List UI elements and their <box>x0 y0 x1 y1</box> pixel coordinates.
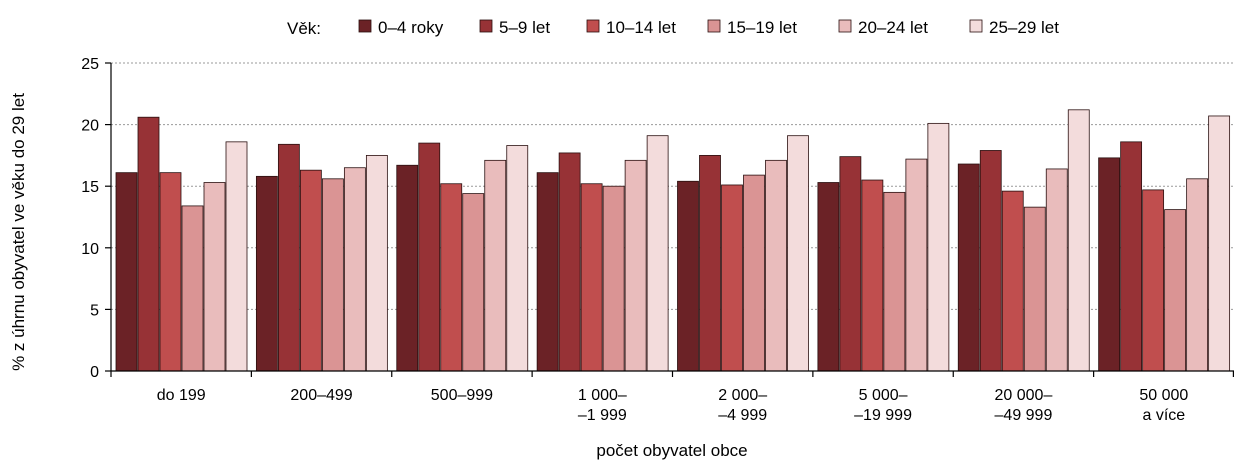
x-tick-label: –4 999 <box>718 407 767 424</box>
bar <box>137 116 160 372</box>
bar <box>1001 190 1024 372</box>
bar <box>1067 109 1090 372</box>
x-tick-label: 20 000– <box>995 387 1053 404</box>
bar <box>721 184 743 372</box>
legend-label: 25–29 let <box>989 18 1059 37</box>
bar <box>1045 168 1068 372</box>
legend-swatch <box>479 19 493 33</box>
y-tick-label: 20 <box>81 118 99 135</box>
y-axis-title: % z úhrnu obyvatel ve věku do 29 let <box>9 93 28 371</box>
bar <box>699 154 721 372</box>
bar <box>646 135 669 372</box>
legend-swatch <box>707 19 721 33</box>
legend-label: 5–9 let <box>499 18 550 37</box>
bar <box>277 143 300 372</box>
bar <box>181 205 204 372</box>
y-tick-label: 5 <box>90 302 99 319</box>
bar <box>602 185 625 372</box>
bar <box>839 156 862 372</box>
bar <box>299 169 322 372</box>
x-tick-label: –19 999 <box>854 407 912 424</box>
bar <box>1142 189 1165 372</box>
axes <box>105 62 1234 377</box>
bar <box>817 182 840 372</box>
bar <box>365 154 388 372</box>
x-tick-label: 50 000 <box>1139 387 1188 404</box>
x-tick-label: 2 000– <box>718 387 767 404</box>
legend-label: 10–14 let <box>606 18 676 37</box>
bar <box>677 180 699 372</box>
legend-swatch <box>838 19 852 33</box>
bar <box>765 159 787 372</box>
legend-swatch <box>969 19 983 33</box>
x-tick-label: 1 000– <box>578 387 627 404</box>
bar <box>440 183 463 372</box>
bar <box>905 158 928 372</box>
x-tick-label: a více <box>1142 407 1185 424</box>
bar <box>203 182 226 372</box>
bar <box>321 178 344 372</box>
bars <box>115 109 1231 372</box>
x-tick-label: 5 000– <box>859 387 908 404</box>
gridlines <box>111 62 1234 310</box>
legend-label: 15–19 let <box>727 18 797 37</box>
bar <box>343 167 366 372</box>
bar <box>883 191 906 372</box>
x-tick-labels: do 199 200–499 500–999 1 000– –1 999 2 000– –4… <box>157 387 1189 424</box>
x-tick-label: 200–499 <box>290 387 352 404</box>
y-tick-label: 25 <box>81 56 99 73</box>
bar <box>255 175 278 372</box>
bar <box>1186 178 1209 372</box>
bar <box>979 150 1002 372</box>
bar <box>580 183 603 372</box>
bar <box>558 152 581 372</box>
bar <box>396 164 419 372</box>
y-tick-label: 15 <box>81 179 99 196</box>
legend: Věk: 0–4 roky 5–9 let 10–14 let 15–19 let 20… <box>287 18 1059 38</box>
bar <box>159 172 182 372</box>
bar <box>787 135 809 372</box>
legend-swatch <box>358 19 372 33</box>
bar <box>506 145 529 372</box>
x-axis-title: počet obyvatel obce <box>596 441 747 460</box>
bar <box>1164 209 1187 372</box>
bar <box>484 159 507 372</box>
legend-title: Věk: <box>287 19 321 38</box>
bar <box>462 193 485 372</box>
x-tick-label: 500–999 <box>431 387 493 404</box>
bar <box>1120 141 1143 372</box>
bar <box>1098 157 1121 372</box>
y-tick-labels: 0 5 10 15 20 25 <box>81 56 99 381</box>
bar <box>536 172 559 372</box>
bar <box>1023 206 1046 372</box>
bar <box>861 179 884 372</box>
x-tick-label: do 199 <box>157 387 206 404</box>
legend-swatch <box>586 19 600 33</box>
bar <box>743 174 765 372</box>
bar <box>418 142 441 372</box>
bar <box>1208 115 1231 372</box>
x-tick-label: –49 999 <box>995 407 1053 424</box>
bar <box>225 141 248 372</box>
y-tick-label: 10 <box>81 241 99 258</box>
legend-label: 20–24 let <box>858 18 928 37</box>
x-tick-label: –1 999 <box>578 407 627 424</box>
bar <box>957 163 980 372</box>
bar <box>624 159 647 372</box>
bar <box>927 122 950 372</box>
legend-label: 0–4 roky <box>378 18 444 37</box>
bar <box>115 172 138 372</box>
y-tick-label: 0 <box>90 364 99 381</box>
